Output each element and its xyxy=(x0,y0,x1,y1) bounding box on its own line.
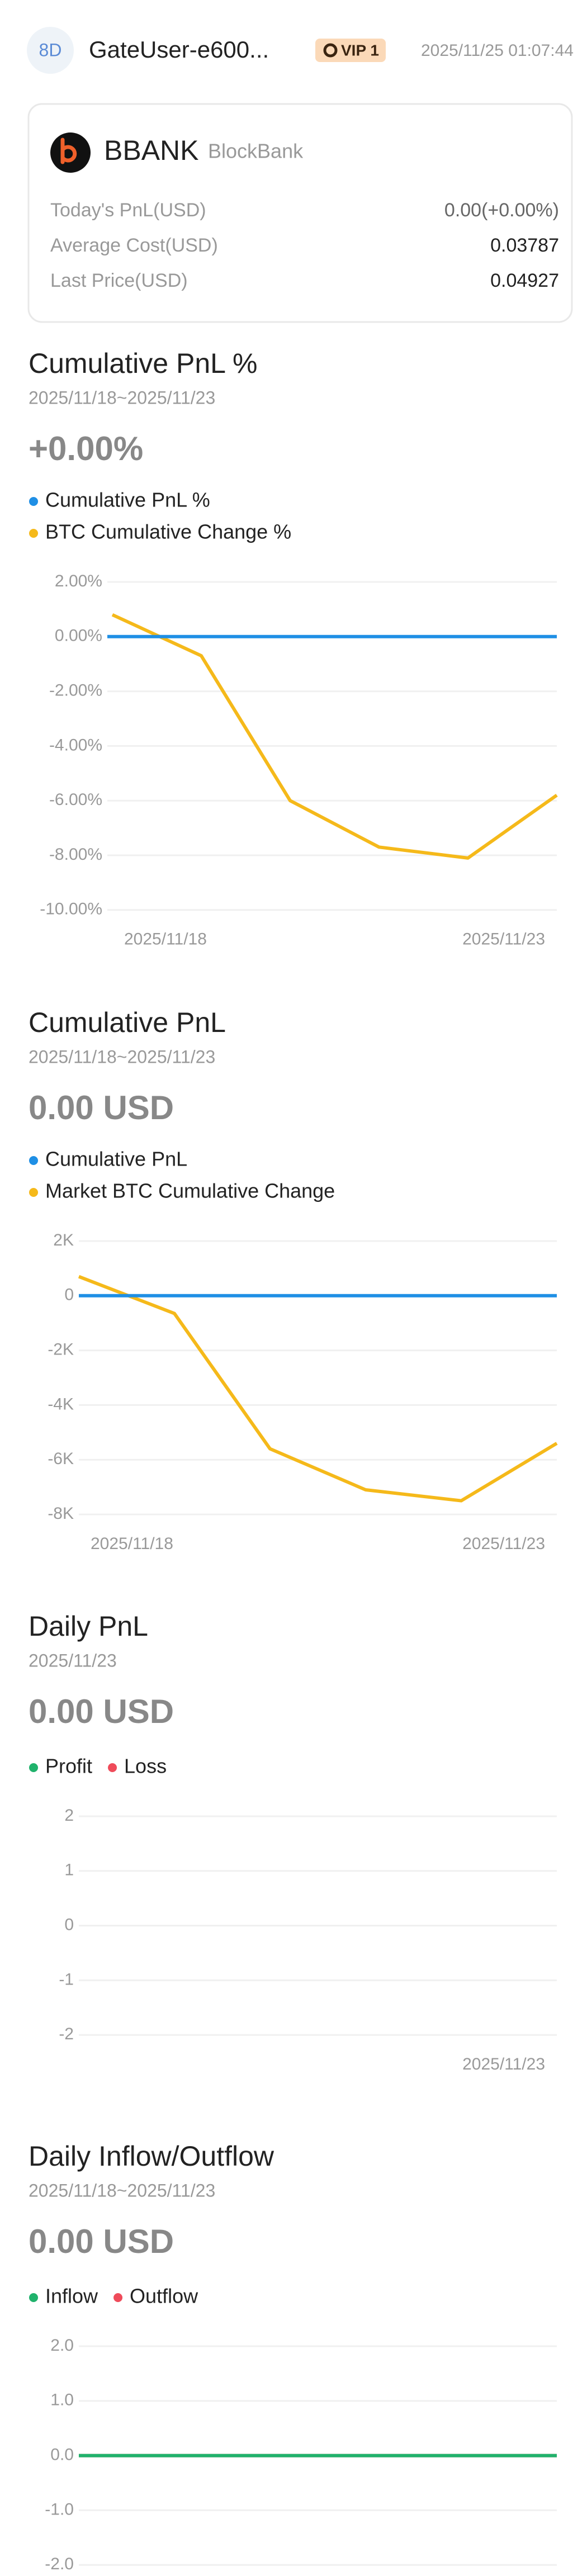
y-tick-label: -8K xyxy=(48,1504,74,1523)
x-tick-label: 2025/11/23 xyxy=(462,2055,545,2073)
chart-total: 0.00 USD xyxy=(29,2223,174,2260)
legend-label: Cumulative PnL xyxy=(45,1148,187,1171)
y-tick-label: -6K xyxy=(48,1450,74,1468)
y-tick-label: -6.00% xyxy=(49,790,102,809)
row-value: 0.03787 xyxy=(490,235,559,256)
legend-dot xyxy=(29,2293,38,2302)
x-tick-label: 2025/11/18 xyxy=(91,1535,173,1553)
y-tick-label: 0 xyxy=(64,1286,74,1304)
chart-total: +0.00% xyxy=(29,430,143,467)
series-line xyxy=(111,613,558,860)
y-tick-label: 0 xyxy=(64,1916,74,1934)
chart-title: Daily PnL xyxy=(29,1611,148,1642)
row-label: Today's PnL(USD) xyxy=(50,200,206,221)
legend-dot xyxy=(29,1188,38,1197)
legend-label: Market BTC Cumulative Change xyxy=(45,1180,335,1202)
x-tick-label: 2025/11/23 xyxy=(462,930,545,949)
token-logo-glyph xyxy=(60,138,77,164)
y-tick-label: -8.00% xyxy=(49,845,102,864)
y-tick-label: -2.0 xyxy=(45,2555,74,2573)
y-tick-label: -2.00% xyxy=(49,681,102,700)
chart-subtitle: 2025/11/18~2025/11/23 xyxy=(29,1046,215,1067)
y-tick-label: -1 xyxy=(59,1970,74,1988)
y-tick-label: 0.0 xyxy=(50,2446,74,2464)
token-card xyxy=(27,103,573,323)
x-tick-label: 2025/11/23 xyxy=(462,1535,545,1553)
chart-title: Cumulative PnL xyxy=(29,1007,226,1038)
x-tick-label: 2025/11/18 xyxy=(124,930,207,949)
timestamp: 2025/11/25 01:07:44 xyxy=(421,41,574,60)
y-tick-label: -2 xyxy=(59,2025,74,2043)
y-tick-label: 0.00% xyxy=(55,627,102,645)
username: GateUser-e600... xyxy=(89,36,269,63)
y-tick-label: 1 xyxy=(64,1861,74,1879)
row-value: 0.00(+0.00%) xyxy=(444,200,559,221)
row-label: Last Price(USD) xyxy=(50,270,188,291)
chart-subtitle: 2025/11/18~2025/11/23 xyxy=(29,387,215,408)
legend-dot xyxy=(29,529,38,538)
y-tick-label: -1.0 xyxy=(45,2500,74,2518)
legend-label: Outflow xyxy=(130,2285,198,2308)
y-tick-label: -4K xyxy=(48,1395,74,1413)
row-label: Average Cost(USD) xyxy=(50,235,218,256)
legend-dot xyxy=(108,1763,117,1772)
y-tick-label: 2 xyxy=(64,1806,74,1825)
y-tick-label: -2K xyxy=(48,1341,74,1359)
vip-text: VIP 1 xyxy=(341,41,379,59)
legend-dot xyxy=(113,2293,123,2302)
avatar-text: 8D xyxy=(39,40,62,60)
row-value: 0.04927 xyxy=(490,270,559,291)
legend-dot xyxy=(29,497,38,506)
y-tick-label: 1.0 xyxy=(50,2391,74,2409)
chart-subtitle: 2025/11/18~2025/11/23 xyxy=(29,2180,215,2200)
y-tick-label: -4.00% xyxy=(49,736,102,754)
legend-label: Cumulative PnL % xyxy=(45,489,210,512)
chart-title: Cumulative PnL % xyxy=(29,348,257,379)
chart-title: Daily Inflow/Outflow xyxy=(29,2141,274,2172)
vip-icon xyxy=(323,43,338,58)
token-symbol: BBANK xyxy=(104,135,199,166)
chart-subtitle: 2025/11/23 xyxy=(29,1650,117,1670)
y-tick-label: -10.00% xyxy=(40,900,102,918)
token-logo xyxy=(50,132,91,173)
y-tick-label: 2K xyxy=(53,1231,74,1249)
avatar[interactable] xyxy=(27,27,74,74)
legend-dot xyxy=(29,1763,38,1772)
legend-label: Inflow xyxy=(45,2285,98,2308)
chart-total: 0.00 USD xyxy=(29,1089,174,1126)
legend-label: BTC Cumulative Change % xyxy=(45,520,291,543)
legend-label: Profit xyxy=(45,1755,92,1778)
legend-label: Loss xyxy=(124,1755,167,1778)
series-line xyxy=(78,1275,558,1503)
y-tick-label: 2.00% xyxy=(55,572,102,590)
y-tick-label: 2.0 xyxy=(50,2336,74,2355)
legend-dot xyxy=(29,1156,38,1165)
chart-total: 0.00 USD xyxy=(29,1693,174,1730)
token-name: BlockBank xyxy=(208,140,304,163)
